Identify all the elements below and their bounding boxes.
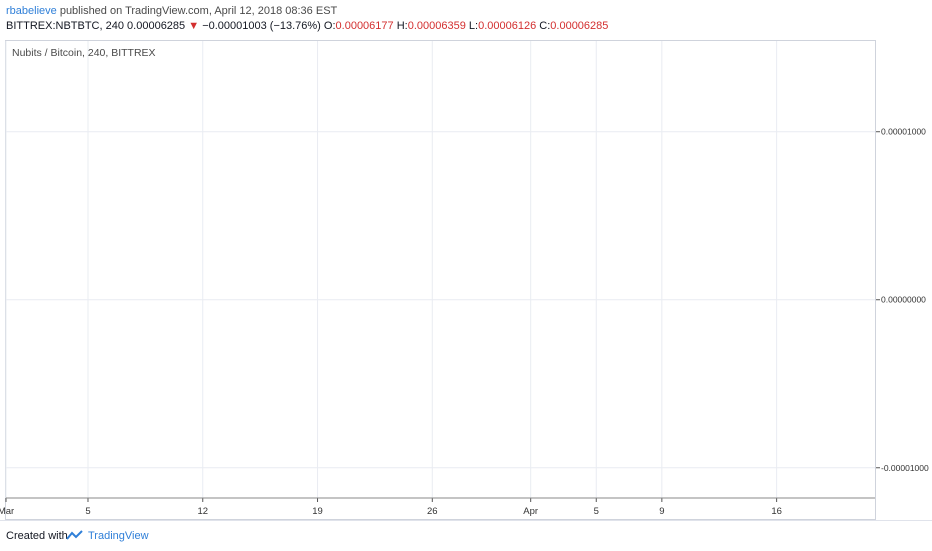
author-link[interactable]: rbabelieve	[6, 5, 57, 17]
x-tick-label: 16	[771, 506, 782, 517]
y-tick-label: 0.00001000	[881, 127, 926, 137]
high-label: H:	[396, 20, 408, 32]
x-tick-label: 5	[594, 506, 599, 517]
chart-canvas[interactable]: 0.000150000.000140000.000130000.00012000…	[0, 0, 932, 520]
x-tick-label: Mar	[0, 506, 14, 517]
x-tick-label: 9	[659, 506, 664, 517]
y-tick-label: 0.00000000	[881, 295, 926, 305]
tradingview-link[interactable]: TradingView	[88, 530, 149, 542]
tradingview-logo-icon	[66, 530, 83, 540]
symbol-ohlc-line: BITTREX:NBTBTC, 240 0.00006285 ▼ −0.0000…	[6, 20, 608, 32]
open-label: O:	[323, 20, 336, 32]
low-value: 0.00006126	[478, 20, 537, 32]
chart-header: rbabelieve published on TradingView.com,…	[0, 0, 932, 36]
x-tick-label: 12	[197, 506, 208, 517]
chart-title: Nubits / Bitcoin, 240, BITTREX	[12, 47, 156, 59]
last-value: 0.00006285	[127, 20, 186, 32]
publish-line: rbabelieve published on TradingView.com,…	[6, 5, 337, 17]
symbol-label: BITTREX:NBTBTC, 240	[6, 20, 124, 32]
created-with-label: Created with	[6, 530, 68, 542]
close-label: C:	[539, 20, 551, 32]
close-value: 0.00006285	[550, 20, 609, 32]
down-arrow-icon: ▼	[188, 20, 200, 32]
x-tick-label: 5	[85, 506, 90, 517]
low-label: L:	[468, 20, 479, 32]
high-value: 0.00006359	[407, 20, 466, 32]
change-value: −0.00001003 (−13.76%)	[202, 20, 321, 32]
footer: Created with TradingView	[0, 520, 932, 551]
x-tick-label: 19	[312, 506, 323, 517]
publish-info: published on TradingView.com, April 12, …	[56, 5, 338, 17]
y-tick-label: -0.00001000	[881, 463, 929, 473]
open-value: 0.00006177	[335, 20, 394, 32]
x-tick-label: Apr	[523, 506, 538, 517]
x-tick-label: 26	[427, 506, 438, 517]
